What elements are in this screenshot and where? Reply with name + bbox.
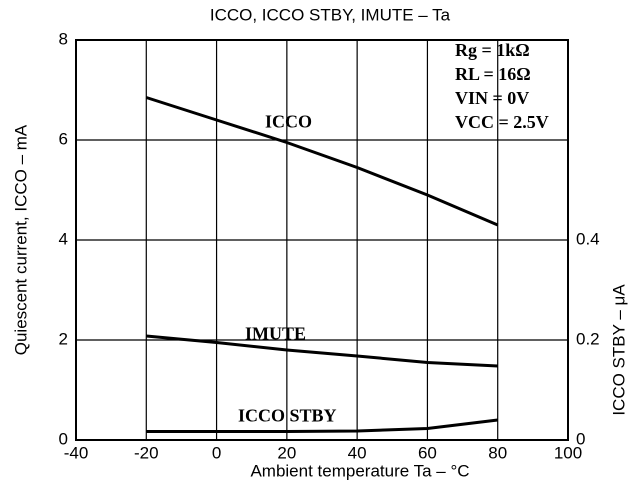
annotation: VCC = 2.5V [455, 112, 549, 132]
annotation: Rg = 1kΩ [455, 40, 530, 60]
x-tick-label: -20 [134, 443, 159, 462]
series-label: IMUTE [245, 324, 306, 344]
chart-title: ICCO, ICCO STBY, IMUTE – Ta [210, 5, 451, 24]
x-tick-label: -40 [64, 443, 89, 462]
series-line [146, 418, 498, 433]
x-tick-label: 60 [418, 443, 437, 462]
y-tick-label: 0 [59, 429, 68, 448]
annotation: VIN = 0V [455, 88, 529, 108]
plot-frame [75, 39, 569, 441]
y2-tick-label: 0.2 [576, 329, 600, 348]
series-line [146, 334, 498, 368]
y-tick-label: 2 [59, 329, 68, 348]
y2-tick-label: 0 [576, 429, 585, 448]
y2-axis-label: ICCO STBY – μA [609, 284, 628, 416]
x-tick-label: 100 [554, 443, 582, 462]
x-tick-label: 20 [277, 443, 296, 462]
y-tick-label: 4 [59, 229, 68, 248]
annotation: RL = 16Ω [455, 64, 531, 84]
y-tick-label: 6 [59, 129, 68, 148]
x-axis-label: Ambient temperature Ta – °C [250, 461, 469, 480]
series-label: ICCO [265, 112, 312, 132]
x-tick-label: 0 [212, 443, 221, 462]
y-tick-label: 8 [59, 29, 68, 48]
y-axis-label: Quiescent current, ICCO – mA [11, 124, 30, 355]
y2-tick-label: 0.4 [576, 229, 600, 248]
x-tick-label: 80 [488, 443, 507, 462]
x-tick-label: 40 [348, 443, 367, 462]
series-label: ICCO STBY [238, 406, 337, 426]
series-line [145, 96, 499, 227]
